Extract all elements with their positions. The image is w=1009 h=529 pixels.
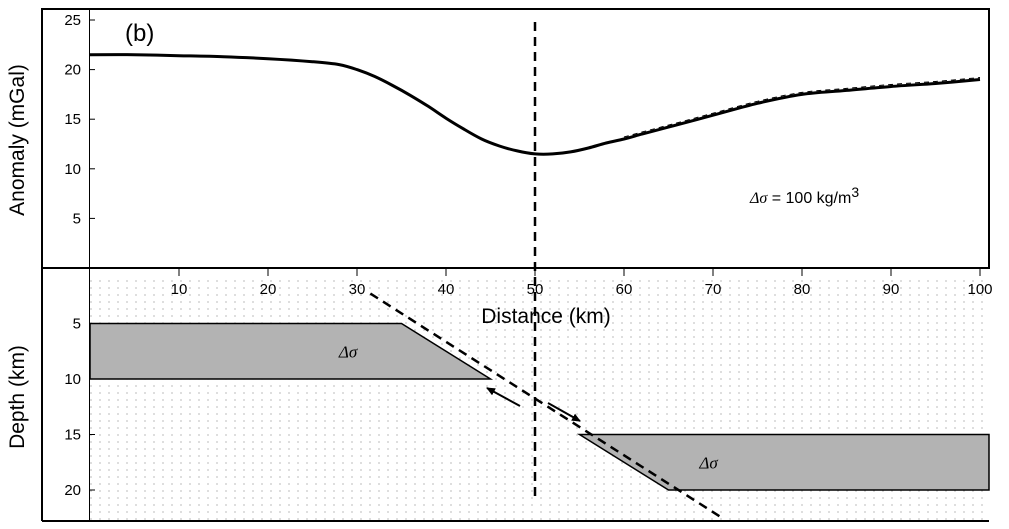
density-block-label: Δσ	[698, 453, 718, 472]
depth-panel: Δσ Δσ 10 20 30 40 50 60 70 80 90 100 5 10 15 20 Dista…	[6, 268, 993, 522]
density-block	[576, 433, 990, 491]
depth-y-tick-label: 20	[64, 482, 81, 499]
fault-trace	[369, 292, 723, 519]
distance-x-axis-label: Distance (km)	[481, 305, 611, 328]
depth-y-axis-label: Depth (km)	[6, 345, 29, 449]
anomaly-y-tick-label: 5	[73, 210, 81, 227]
anomaly-panel: 5 10 15 20 25 (b) Anomaly (mGal) Δσ = 100 kg…	[6, 8, 990, 269]
density-contrast-symbol: Δσ	[749, 190, 768, 207]
distance-x-tick-label: 40	[438, 281, 455, 298]
anomaly-y-tick-label: 15	[64, 111, 81, 128]
distance-x-tick-label: 100	[967, 281, 992, 298]
density-contrast-value: = 100 kg/m	[767, 190, 851, 207]
distance-x-tick-label: 30	[349, 281, 366, 298]
panel-label: (b)	[125, 20, 154, 47]
distance-x-tick-label: 60	[616, 281, 633, 298]
anomaly-curve-dashed	[623, 77, 981, 138]
distance-x-tick-label: 20	[260, 281, 277, 298]
anomaly-y-ticks: 5 10 15 20 25	[64, 12, 95, 227]
anomaly-curve	[89, 53, 981, 156]
depth-y-ticks: 5 10 15 20	[64, 316, 95, 499]
distance-x-tick-label: 90	[883, 281, 900, 298]
slip-arrow-up	[486, 387, 521, 407]
distance-x-tick-label: 10	[171, 281, 188, 298]
anomaly-panel-frame	[41, 8, 990, 269]
slip-arrow-down	[547, 402, 581, 422]
density-contrast-exponent: 3	[851, 184, 859, 200]
distance-x-tick-label: 80	[794, 281, 811, 298]
depth-y-tick-label: 5	[73, 316, 81, 333]
distance-x-tick-label: 50	[527, 281, 544, 298]
distance-x-tick-label: 70	[705, 281, 722, 298]
distance-x-ticks: 10 20 30 40 50 60 70 80 90 100	[171, 268, 993, 298]
depth-y-tick-label: 15	[64, 427, 81, 444]
anomaly-y-tick-label: 10	[64, 161, 81, 178]
anomaly-y-tick-label: 20	[64, 62, 81, 79]
anomaly-y-tick-label: 25	[64, 12, 81, 29]
density-block-label: Δσ	[338, 342, 358, 361]
density-contrast-annotation: Δσ = 100 kg/m3	[749, 184, 859, 207]
depth-y-tick-label: 10	[64, 371, 81, 388]
anomaly-y-axis-label: Anomaly (mGal)	[6, 64, 29, 216]
